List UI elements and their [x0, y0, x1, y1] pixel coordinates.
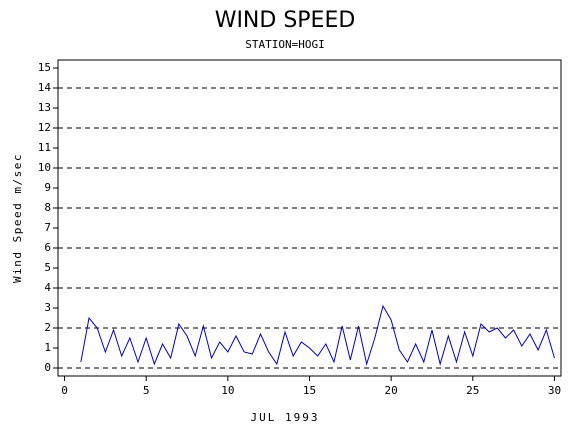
y-tick-label: 1	[44, 341, 51, 354]
y-tick-label: 8	[44, 201, 51, 214]
y-tick-label: 5	[44, 261, 51, 274]
chart-title: WIND SPEED	[215, 8, 356, 33]
y-tick-label: 7	[44, 221, 51, 234]
x-tick-label: 20	[385, 384, 398, 397]
y-tick-label: 10	[38, 161, 51, 174]
x-tick-label: 25	[466, 384, 479, 397]
y-tick-label: 15	[38, 61, 51, 74]
y-tick-label: 12	[38, 121, 51, 134]
x-tick-label: 10	[221, 384, 234, 397]
series-line	[80, 304, 555, 366]
x-tick-label: 15	[303, 384, 316, 397]
y-tick-label: 0	[44, 361, 51, 374]
y-tick-label: 13	[38, 101, 51, 114]
y-tick-label: 9	[44, 181, 51, 194]
x-tick-label: 30	[548, 384, 561, 397]
y-tick-label: 3	[44, 301, 51, 314]
y-tick-label: 2	[44, 321, 51, 334]
y-tick-label: 14	[38, 81, 52, 94]
y-tick-label: 11	[38, 141, 51, 154]
y-axis-label: Wind Speed m/sec	[11, 153, 24, 283]
x-tick-label: 5	[143, 384, 150, 397]
x-tick-label: 0	[61, 384, 68, 397]
x-axis-label: JUL 1993	[251, 411, 320, 424]
y-tick-label: 6	[44, 241, 51, 254]
chart-subtitle: STATION=HOGI	[245, 38, 324, 51]
y-tick-label: 4	[44, 281, 51, 294]
